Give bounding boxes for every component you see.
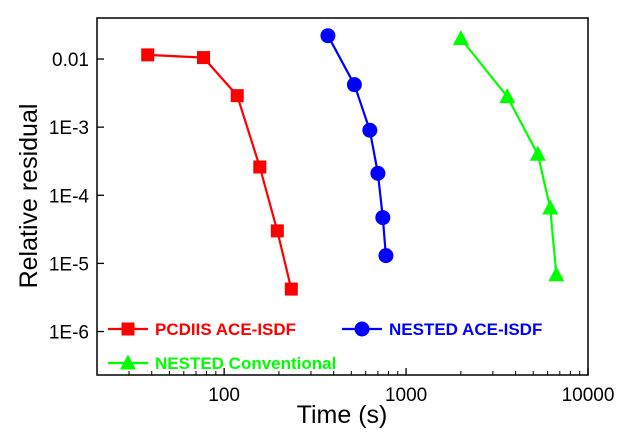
data-point [284, 282, 298, 296]
y-tick-label: 1E-6 [49, 323, 89, 344]
data-point [270, 224, 284, 238]
legend-label: NESTED Conventional [155, 354, 336, 373]
data-point [253, 160, 267, 174]
data-point [529, 145, 546, 161]
legend-entry: NESTED Conventional [108, 354, 336, 373]
y-tick-label: 1E-5 [49, 254, 89, 275]
data-point [197, 51, 211, 65]
data-point [320, 28, 336, 44]
data-point [499, 88, 516, 104]
data-point [378, 248, 394, 264]
data-point [346, 77, 362, 93]
legend: PCDIIS ACE-ISDF NESTED ACE-ISDF NESTED Con… [108, 320, 542, 373]
series-layer [141, 28, 565, 296]
y-tick-label: 1E-3 [49, 118, 89, 139]
data-point [370, 165, 386, 181]
data-point [141, 48, 155, 62]
x-axis-title: Time (s) [297, 401, 388, 429]
series-line [147, 53, 293, 290]
series-1 [141, 48, 298, 296]
legend-label: NESTED ACE-ISDF [389, 320, 542, 339]
series-2 [320, 28, 394, 264]
series-3 [452, 30, 565, 282]
series-line [327, 35, 387, 256]
legend-marker [120, 354, 136, 370]
legend-marker [121, 322, 135, 336]
legend-label: PCDIIS ACE-ISDF [155, 320, 296, 339]
data-point [542, 199, 559, 215]
data-point [230, 89, 244, 103]
data-point [548, 266, 565, 282]
data-point [452, 30, 469, 46]
y-axis-title: Relative residual [15, 104, 43, 289]
data-point [362, 122, 378, 138]
y-tick-label: 0.01 [52, 50, 89, 71]
legend-entry: NESTED ACE-ISDF [342, 320, 542, 339]
plot-frame [96, 17, 589, 376]
legend-marker [354, 321, 370, 337]
y-tick-label: 1E-4 [49, 186, 90, 207]
legend-entry: PCDIIS ACE-ISDF [108, 320, 296, 339]
x-tick-label: 100 [208, 385, 240, 406]
axis-ticks: 100 1000 10000 0.01 1E-3 1E-4 1E-5 1E-6 [49, 50, 615, 406]
x-tick-label: 1000 [385, 385, 427, 406]
x-tick-label: 10000 [562, 385, 615, 406]
data-point [375, 210, 391, 226]
